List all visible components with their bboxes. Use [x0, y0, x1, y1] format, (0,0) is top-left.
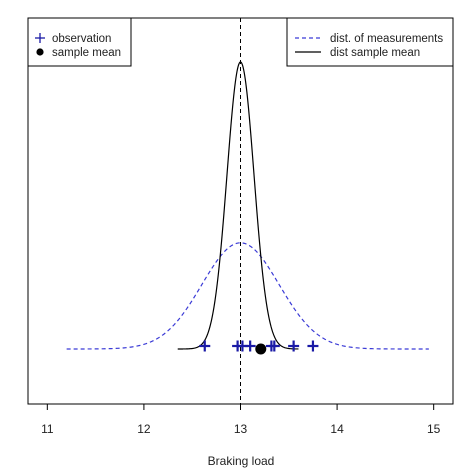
x-tick-label: 12: [137, 422, 151, 436]
observation-marker: [307, 340, 319, 352]
legend-plus-icon: [35, 33, 45, 43]
x-tick-label: 11: [41, 422, 54, 436]
legend-left: observation sample mean: [27, 17, 132, 67]
observation-markers: [199, 340, 319, 352]
observation-marker: [244, 340, 256, 352]
legend-dist-sample-mean-label: dist sample mean: [330, 47, 420, 59]
observation-marker: [199, 340, 211, 352]
x-axis-label: Braking load: [208, 454, 275, 468]
distribution-curves: [66, 61, 429, 350]
legend-dot-icon: [36, 48, 44, 56]
observation-marker: [268, 340, 280, 352]
legend-right-box: [286, 17, 454, 67]
legend-sample-mean-label: sample mean: [52, 47, 121, 59]
legend-dist-measurements-label: dist. of measurements: [330, 33, 443, 45]
legend-left-box: [27, 17, 132, 67]
legend-right: dist. of measurements dist sample mean: [286, 17, 454, 67]
x-axis: 11 12 13 14 15: [41, 404, 441, 436]
x-tick-label: 15: [427, 422, 441, 436]
dist-measurements-curve: [66, 242, 429, 350]
x-tick-label: 13: [234, 422, 248, 436]
x-tick-label: 14: [330, 422, 344, 436]
sample-mean-marker: [255, 343, 267, 355]
legend-observation-label: observation: [52, 33, 111, 45]
dist-sample-mean-curve: [177, 61, 299, 350]
observation-marker: [288, 340, 300, 352]
